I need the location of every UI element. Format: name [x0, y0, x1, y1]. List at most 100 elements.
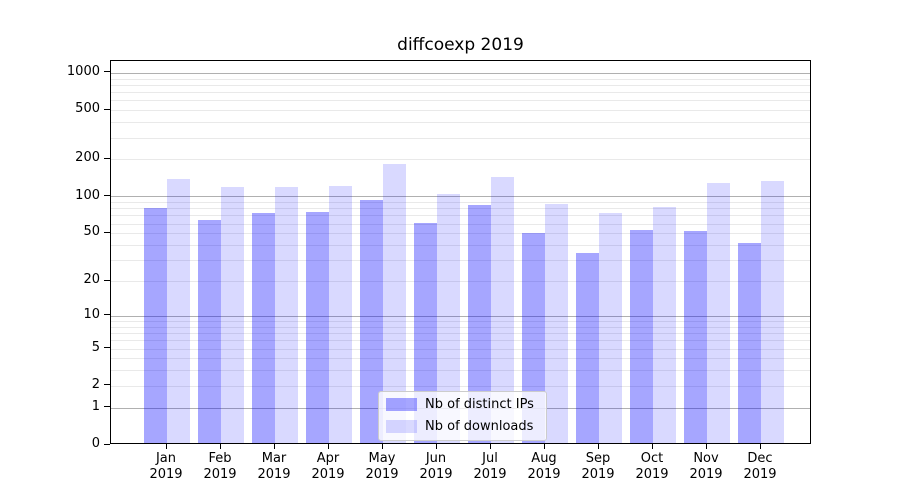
- gridline-major: [111, 196, 810, 198]
- x-tick-label: May 2019: [347, 451, 417, 483]
- x-tick-year: 2019: [311, 467, 345, 482]
- y-tick-mark: [104, 406, 110, 408]
- legend-swatch-downloads: [386, 420, 417, 433]
- x-tick-label: Oct 2019: [617, 451, 687, 483]
- x-tick-mark: [220, 444, 221, 449]
- gridline-minor: [111, 358, 810, 360]
- x-tick-month: Jan: [155, 451, 177, 466]
- bar-distinct-ips: [684, 231, 707, 443]
- plot-area: [110, 60, 811, 444]
- gridline-minor: [111, 370, 810, 372]
- x-tick-mark: [274, 444, 275, 449]
- y-tick-label: 1000: [66, 63, 100, 79]
- gridline-minor: [111, 326, 810, 328]
- gridline-minor: [111, 137, 810, 139]
- x-tick-label: Aug 2019: [509, 451, 579, 483]
- x-tick-month: Apr: [316, 451, 340, 466]
- gridline-minor: [111, 340, 810, 342]
- x-tick-month: Sep: [585, 451, 611, 466]
- bar-distinct-ips: [576, 253, 599, 443]
- x-tick-month: Jul: [482, 451, 498, 466]
- bar-downloads: [545, 204, 568, 443]
- x-tick-year: 2019: [365, 467, 399, 482]
- y-tick-label: 20: [83, 272, 100, 287]
- gridline-minor: [111, 110, 810, 112]
- y-tick-label: 0: [91, 436, 100, 451]
- x-tick-month: May: [368, 451, 396, 466]
- y-tick-label: 100: [75, 187, 100, 203]
- y-tick-mark: [104, 108, 110, 110]
- x-tick-year: 2019: [527, 467, 561, 482]
- bar-downloads: [599, 213, 622, 443]
- x-tick-month: Mar: [261, 451, 287, 466]
- x-tick-label: Dec 2019: [725, 451, 795, 483]
- gridline-minor: [111, 333, 810, 335]
- x-tick-mark: [544, 444, 545, 449]
- y-tick-mark: [104, 443, 110, 445]
- legend-label-distinct-ips: Nb of distinct IPs: [425, 397, 534, 412]
- y-tick-label: 5: [91, 339, 100, 355]
- gridline-minor: [111, 208, 810, 210]
- bar-downloads: [707, 183, 730, 443]
- gridline-minor: [111, 92, 810, 94]
- x-tick-label: Feb 2019: [185, 451, 255, 483]
- x-tick-year: 2019: [149, 467, 183, 482]
- bar-distinct-ips: [630, 230, 653, 443]
- y-tick-label: 10: [83, 306, 100, 322]
- x-tick-year: 2019: [689, 467, 723, 482]
- gridline-minor: [111, 84, 810, 86]
- y-tick-mark: [104, 157, 110, 159]
- x-tick-month: Dec: [747, 451, 773, 466]
- x-tick-label: Jul 2019: [455, 451, 525, 483]
- x-tick-year: 2019: [203, 467, 237, 482]
- x-tick-mark: [328, 444, 329, 449]
- x-tick-year: 2019: [473, 467, 507, 482]
- gridline-minor: [111, 78, 810, 80]
- gridline-minor: [111, 260, 810, 262]
- legend-entry-distinct-ips: Nb of distinct IPs: [386, 397, 534, 412]
- gridline-minor: [111, 223, 810, 225]
- x-tick-month: Jun: [425, 451, 447, 466]
- x-tick-month: Oct: [640, 451, 664, 466]
- chart-title: diffcoexp 2019: [397, 35, 524, 55]
- x-tick-mark: [490, 444, 491, 449]
- gridline-minor: [111, 385, 810, 387]
- gridline-minor: [111, 159, 810, 161]
- legend-label-downloads: Nb of downloads: [425, 419, 534, 434]
- x-tick-label: Sep 2019: [563, 451, 633, 483]
- bar-distinct-ips: [198, 219, 221, 443]
- x-tick-month: Feb: [208, 451, 232, 466]
- gridline-minor: [111, 202, 810, 204]
- x-tick-label: Jan 2019: [131, 451, 201, 483]
- x-tick-mark: [706, 444, 707, 449]
- bar-distinct-ips: [360, 200, 383, 443]
- gridline-minor: [111, 348, 810, 350]
- gridline-minor: [111, 321, 810, 322]
- gridline-minor: [111, 233, 810, 235]
- bar-downloads: [437, 193, 460, 443]
- bar-downloads: [275, 187, 298, 443]
- x-tick-label: Nov 2019: [671, 451, 741, 483]
- bar-distinct-ips: [522, 233, 545, 443]
- gridline-minor: [111, 100, 810, 102]
- bar-distinct-ips: [252, 213, 275, 443]
- bar-distinct-ips: [468, 205, 491, 443]
- y-tick-label: 1: [91, 398, 100, 414]
- x-tick-year: 2019: [743, 467, 777, 482]
- x-tick-year: 2019: [257, 467, 291, 482]
- bar-downloads: [221, 186, 244, 443]
- y-tick-mark: [104, 231, 110, 233]
- y-tick-mark: [104, 314, 110, 316]
- gridline-major: [111, 315, 810, 317]
- legend: Nb of distinct IPs Nb of downloads: [378, 391, 547, 441]
- bar-distinct-ips: [306, 211, 329, 443]
- x-tick-month: Nov: [693, 451, 719, 466]
- x-tick-mark: [436, 444, 437, 449]
- bar-distinct-ips: [738, 243, 761, 443]
- x-tick-year: 2019: [581, 467, 615, 482]
- gridline-major: [111, 72, 810, 74]
- bar-downloads: [761, 181, 784, 443]
- gridline-minor: [111, 281, 810, 283]
- bar-distinct-ips: [414, 222, 437, 443]
